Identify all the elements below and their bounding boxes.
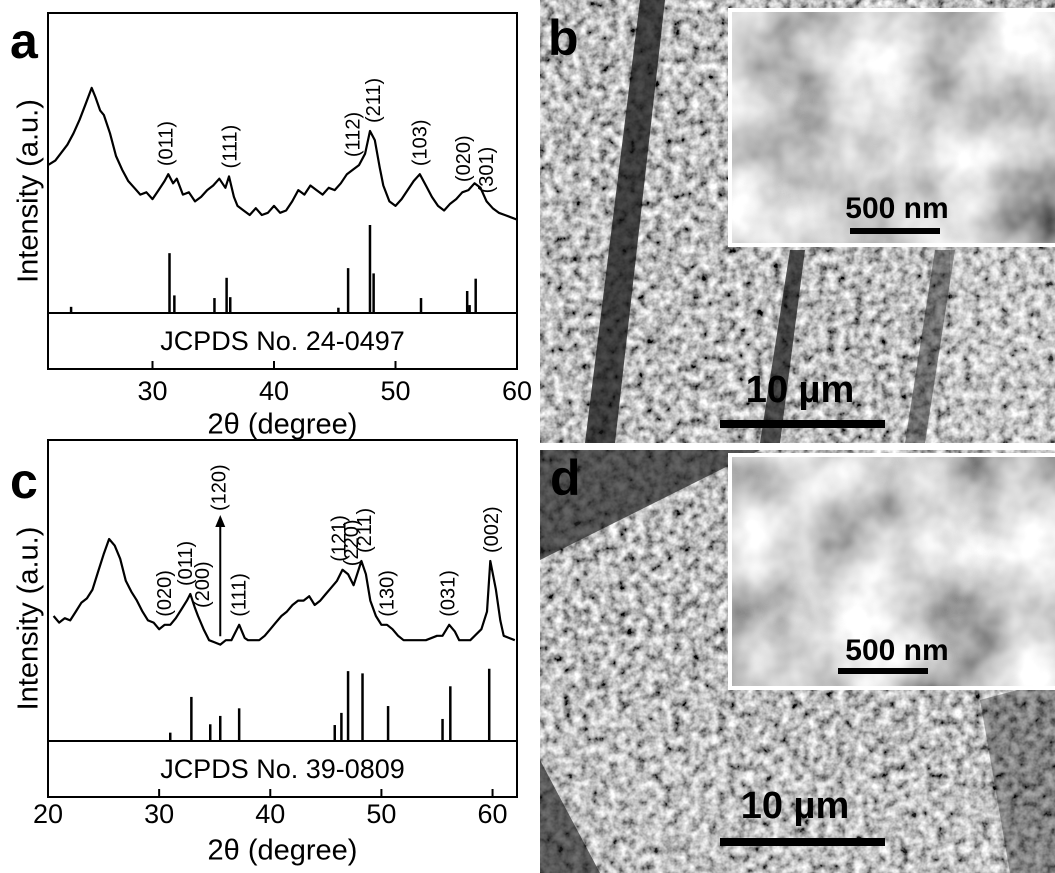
peak-label: (211) (354, 508, 376, 553)
peak-label: (103) (409, 119, 431, 166)
scale-bar (720, 838, 885, 846)
x-tick-label: 60 (502, 376, 532, 406)
inset-scale-bar (838, 668, 928, 674)
scale-text: 10 µm (741, 785, 850, 827)
peak-label: (200) (192, 561, 214, 608)
scale-bar (720, 420, 885, 428)
peak-label: (020) (453, 135, 475, 182)
peak-label: (031) (437, 570, 459, 617)
x-tick-label: 40 (259, 376, 289, 406)
x-tick-label: 40 (255, 799, 285, 829)
peak-label: (130) (376, 570, 398, 617)
reference-label: JCPDS No. 24-0497 (160, 326, 405, 356)
peak-label: (301) (476, 147, 498, 194)
panel-label: a (10, 13, 39, 69)
peak-label: (002) (481, 506, 503, 553)
peak-label: (220) (341, 519, 363, 566)
x-axis-title: 2θ (degree) (208, 409, 358, 441)
x-axis-title: 2θ (degree) (208, 835, 358, 867)
inset-scale-bar (850, 228, 940, 234)
x-tick-label: 50 (366, 799, 396, 829)
x-tick-label: 50 (380, 376, 410, 406)
plot-frame (47, 12, 518, 370)
peak-label: (020) (154, 570, 176, 617)
y-axis-title: Intensity (a.u.) (13, 99, 45, 283)
plot-frame (47, 439, 518, 798)
peak-label: (120) (209, 464, 231, 511)
inset-image-b (732, 12, 1055, 243)
peak-label: (111) (220, 125, 242, 169)
x-tick-label: 20 (33, 799, 63, 829)
peak-label: (121) (329, 515, 351, 562)
panel-label: d (550, 450, 581, 506)
y-axis-title: Intensity (a.u.) (13, 527, 45, 711)
x-tick-label: 30 (137, 376, 167, 406)
peak-label: (111) (229, 573, 251, 617)
reference-label: JCPDS No. 39-0809 (160, 754, 405, 784)
peak-label: (112) (342, 112, 364, 157)
inset-image-d (732, 457, 1055, 686)
xrd-curve (52, 537, 516, 646)
x-tick-label: 60 (478, 799, 508, 829)
inset-scale-text: 500 nm (845, 634, 948, 667)
xrd-curve (47, 86, 518, 221)
peak-label: (011) (175, 541, 197, 586)
panel-label: c (10, 453, 38, 509)
x-tick-label: 30 (144, 799, 174, 829)
scale-text: 10 µm (746, 369, 855, 411)
peak-label: (211) (363, 78, 385, 123)
peak-arrowhead (215, 515, 226, 527)
inset-scale-text: 500 nm (845, 192, 948, 225)
peak-label: (011) (155, 121, 177, 166)
panel-label: b (548, 10, 579, 66)
